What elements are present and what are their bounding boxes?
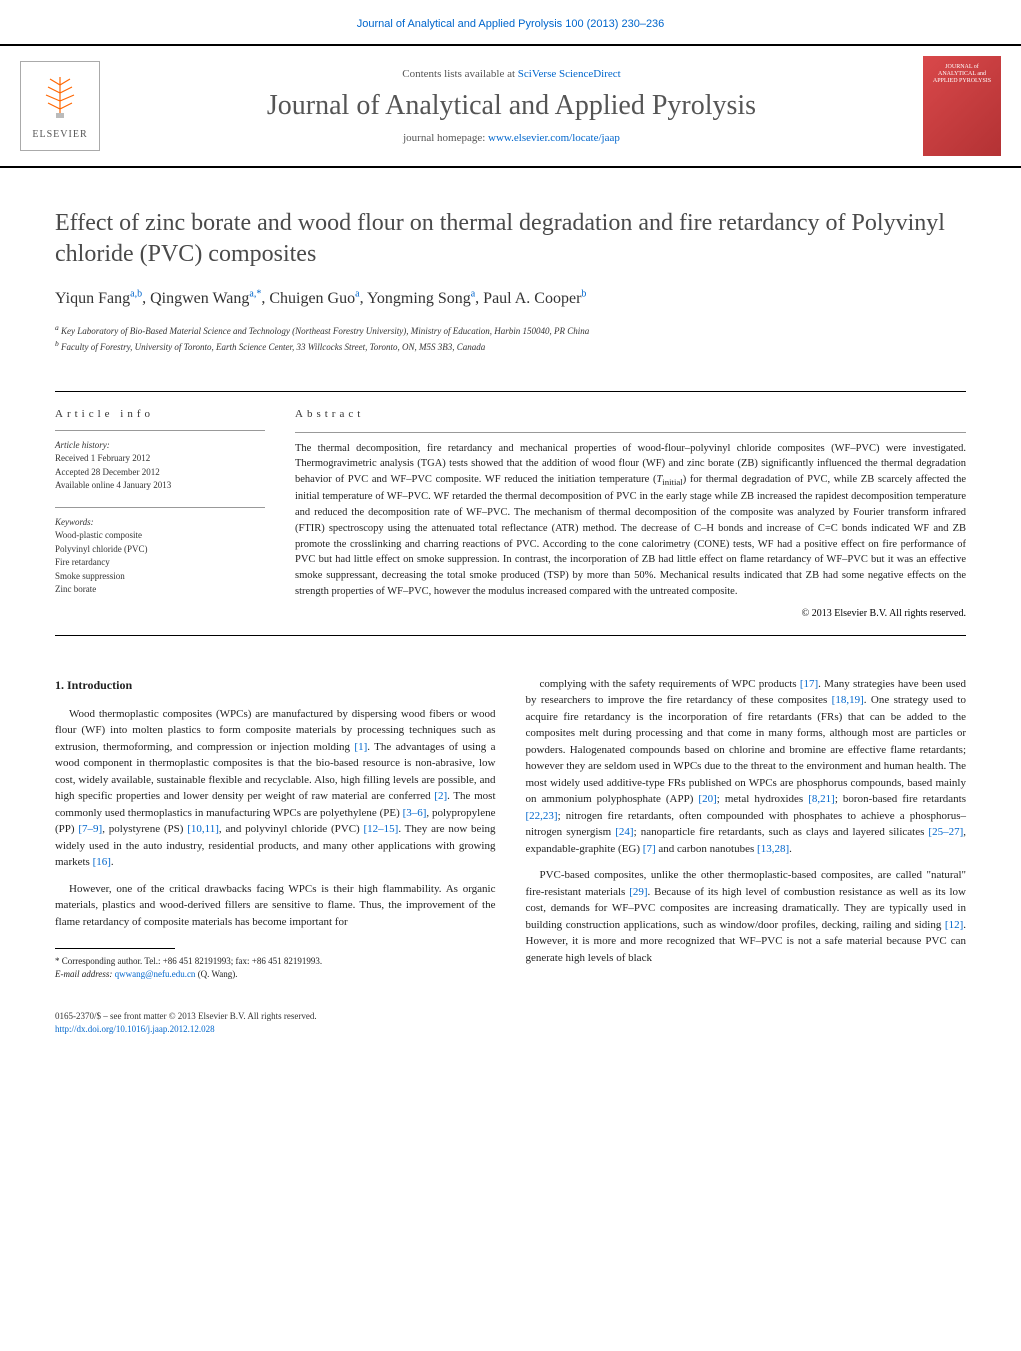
keyword: Polyvinyl chloride (PVC) <box>55 543 265 557</box>
info-rule-2 <box>55 507 265 508</box>
email-link[interactable]: qwwang@nefu.edu.cn <box>115 969 196 979</box>
elsevier-tree-icon <box>40 73 80 129</box>
cover-title: JOURNAL of ANALYTICAL and APPLIED PYROLY… <box>927 64 997 86</box>
reference-citation[interactable]: [1] <box>354 741 367 753</box>
journal-cover: JOURNAL of ANALYTICAL and APPLIED PYROLY… <box>923 56 1001 156</box>
reference-citation[interactable]: [12] <box>945 919 963 931</box>
reference-citation[interactable]: [7–9] <box>78 823 102 835</box>
elsevier-name: ELSEVIER <box>32 129 87 140</box>
citation-line: Journal of Analytical and Applied Pyroly… <box>0 0 1021 44</box>
footnote-rule <box>55 948 175 949</box>
right-column: complying with the safety requirements o… <box>526 676 967 991</box>
contents-line: Contents lists available at SciVerse Sci… <box>120 68 903 80</box>
article-history: Article history: Received 1 February 201… <box>55 439 265 493</box>
left-column: 1. Introduction Wood thermoplastic compo… <box>55 676 496 991</box>
journal-name: Journal of Analytical and Applied Pyroly… <box>120 90 903 122</box>
abstract-column: abstract The thermal decomposition, fire… <box>295 408 966 619</box>
email-label: E-mail address: <box>55 969 112 979</box>
email-suffix: (Q. Wang). <box>198 969 238 979</box>
issn-line: 0165-2370/$ – see front matter © 2013 El… <box>55 1010 966 1023</box>
keywords-label: Keywords: <box>55 516 265 530</box>
online-date: Available online 4 January 2013 <box>55 479 265 493</box>
author-list: Yiqun Fanga,b, Qingwen Wanga,*, Chuigen … <box>55 288 966 307</box>
keyword: Smoke suppression <box>55 570 265 584</box>
body-columns: 1. Introduction Wood thermoplastic compo… <box>0 652 1021 991</box>
author-affil-sup: b <box>581 288 586 299</box>
divider-bottom <box>55 635 966 636</box>
reference-citation[interactable]: [13,28] <box>757 843 789 855</box>
reference-citation[interactable]: [12–15] <box>364 823 399 835</box>
keyword: Wood-plastic composite <box>55 529 265 543</box>
reference-citation[interactable]: [18,19] <box>832 694 864 706</box>
elsevier-logo: ELSEVIER <box>20 61 100 151</box>
keywords-block: Keywords: Wood-plastic compositePolyviny… <box>55 516 265 597</box>
info-heading: article info <box>55 408 265 420</box>
keyword: Zinc borate <box>55 583 265 597</box>
reference-citation[interactable]: [25–27] <box>928 826 963 838</box>
corresponding-footnote: * Corresponding author. Tel.: +86 451 82… <box>55 955 496 980</box>
body-paragraph: complying with the safety requirements o… <box>526 676 967 858</box>
author: Yiqun Fanga,b <box>55 290 142 307</box>
body-paragraph: However, one of the critical drawbacks f… <box>55 881 496 931</box>
homepage-link[interactable]: www.elsevier.com/locate/jaap <box>488 132 620 144</box>
author: Yongming Songa <box>367 290 475 307</box>
body-paragraph: Wood thermoplastic composites (WPCs) are… <box>55 706 496 871</box>
affiliation: a Key Laboratory of Bio-Based Material S… <box>55 322 966 339</box>
reference-citation[interactable]: [29] <box>629 886 647 898</box>
reference-citation[interactable]: [10,11] <box>187 823 219 835</box>
abstract-copyright: © 2013 Elsevier B.V. All rights reserved… <box>295 608 966 619</box>
keyword: Fire retardancy <box>55 556 265 570</box>
author-affil-sup: a,* <box>249 288 261 299</box>
affiliation: b Faculty of Forestry, University of Tor… <box>55 338 966 355</box>
history-label: Article history: <box>55 439 265 453</box>
body-paragraph: PVC-based composites, unlike the other t… <box>526 867 967 966</box>
contents-prefix: Contents lists available at <box>402 68 517 80</box>
masthead: ELSEVIER Contents lists available at Sci… <box>0 44 1021 168</box>
author-affil-sup: a,b <box>130 288 142 299</box>
info-abstract-row: article info Article history: Received 1… <box>0 408 1021 619</box>
abstract-text: The thermal decomposition, fire retardan… <box>295 441 966 600</box>
author: Qingwen Wanga,* <box>150 290 261 307</box>
article-info: article info Article history: Received 1… <box>55 408 265 619</box>
reference-citation[interactable]: [8,21] <box>808 793 835 805</box>
sciencedirect-link[interactable]: SciVerse ScienceDirect <box>518 68 621 80</box>
reference-citation[interactable]: [17] <box>800 678 818 690</box>
author-affil-sup: a <box>355 288 359 299</box>
info-rule-1 <box>55 430 265 431</box>
accepted-date: Accepted 28 December 2012 <box>55 466 265 480</box>
section-heading: 1. Introduction <box>55 676 496 694</box>
reference-citation[interactable]: [22,23] <box>526 810 558 822</box>
author: Chuigen Guoa <box>269 290 359 307</box>
abstract-rule <box>295 432 966 433</box>
article-header: Effect of zinc borate and wood flour on … <box>0 168 1021 375</box>
reference-citation[interactable]: [2] <box>434 790 447 802</box>
reference-citation[interactable]: [3–6] <box>403 807 427 819</box>
homepage-prefix: journal homepage: <box>403 132 488 144</box>
reference-citation[interactable]: [20] <box>698 793 716 805</box>
footnote-text: Corresponding author. Tel.: +86 451 8219… <box>62 956 322 966</box>
masthead-center: Contents lists available at SciVerse Sci… <box>120 68 903 144</box>
section-number: 1. <box>55 678 64 692</box>
divider-top <box>55 391 966 392</box>
author: Paul A. Cooperb <box>483 290 586 307</box>
section-title: Introduction <box>67 678 132 692</box>
homepage-line: journal homepage: www.elsevier.com/locat… <box>120 132 903 144</box>
footnote-marker: * <box>55 956 60 966</box>
reference-citation[interactable]: [16] <box>93 856 111 868</box>
author-affil-sup: a <box>471 288 475 299</box>
reference-citation[interactable]: [7] <box>643 843 656 855</box>
affiliations: a Key Laboratory of Bio-Based Material S… <box>55 322 966 355</box>
doi-link[interactable]: http://dx.doi.org/10.1016/j.jaap.2012.12… <box>55 1024 215 1034</box>
received-date: Received 1 February 2012 <box>55 452 265 466</box>
reference-citation[interactable]: [24] <box>615 826 633 838</box>
article-title: Effect of zinc borate and wood flour on … <box>55 208 966 270</box>
abstract-heading: abstract <box>295 408 966 420</box>
footer: 0165-2370/$ – see front matter © 2013 El… <box>0 990 1021 1065</box>
